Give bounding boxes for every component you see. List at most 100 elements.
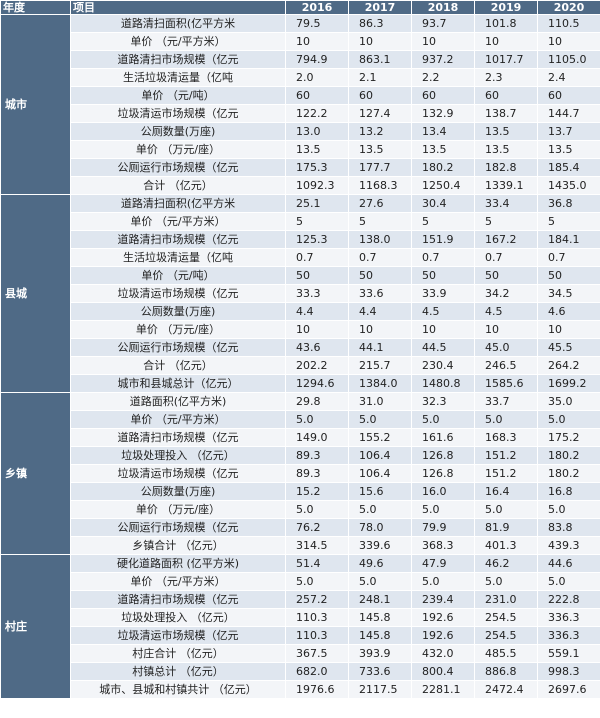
group-label: 村庄 — [0, 554, 71, 699]
value-cell: 2697.6 — [537, 680, 600, 699]
value-cell: 5.0 — [348, 410, 412, 429]
value-cell: 5.0 — [411, 500, 475, 519]
value-cell: 794.9 — [285, 50, 349, 69]
table-body: 城市 道路清扫面积(亿平方米 79.5 86.3 93.7 101.8 110.5 单价 （元… — [0, 14, 600, 699]
value-cell: 1339.1 — [474, 176, 538, 195]
value-cell: 138.7 — [474, 104, 538, 123]
value-cell: 33.4 — [474, 194, 538, 213]
value-cell: 25.1 — [285, 194, 349, 213]
table-row: 单价 （万元/座） 5.0 5.0 5.0 5.0 5.0 — [1, 500, 600, 519]
value-cell: 13.2 — [348, 122, 412, 141]
value-cell: 78.0 — [348, 518, 412, 537]
value-cell: 44.6 — [537, 554, 600, 573]
value-cell: 239.4 — [411, 590, 475, 609]
value-cell: 5 — [474, 212, 538, 231]
item-label: 城市、县城和村镇共计 （亿元） — [70, 680, 286, 699]
value-cell: 4.6 — [537, 302, 600, 321]
value-cell: 79.9 — [411, 518, 475, 537]
item-label: 合计 （亿元） — [70, 176, 286, 195]
value-cell: 2.3 — [474, 68, 538, 87]
item-label: 合计 （亿元） — [70, 356, 286, 375]
value-cell: 13.5 — [474, 122, 538, 141]
value-cell: 246.5 — [474, 356, 538, 375]
value-cell: 0.7 — [348, 248, 412, 267]
table-row: 单价 （元/平方米） 5.0 5.0 5.0 5.0 5.0 — [1, 572, 600, 591]
value-cell: 35.0 — [537, 392, 600, 411]
value-cell: 1168.3 — [348, 176, 412, 195]
value-cell: 10 — [411, 32, 475, 51]
value-cell: 161.6 — [411, 428, 475, 447]
value-cell: 34.2 — [474, 284, 538, 303]
table-row: 道路清扫市场规模（亿元 794.9 863.1 937.2 1017.7 1105.0 — [1, 50, 600, 69]
table-row: 垃圾清运市场规模（亿元 122.2 127.4 132.9 138.7 144.7 — [1, 104, 600, 123]
value-cell: 0.7 — [285, 248, 349, 267]
value-cell: 93.7 — [411, 14, 475, 33]
table-row: 单价 （元/吨） 60 60 60 60 60 — [1, 86, 600, 105]
item-label: 垃圾处理投入 （亿元） — [70, 446, 286, 465]
item-label: 乡镇合计 （亿元） — [70, 536, 286, 555]
item-label: 单价 （元/平方米） — [70, 410, 286, 429]
value-cell: 155.2 — [348, 428, 412, 447]
value-cell: 81.9 — [474, 518, 538, 537]
value-cell: 60 — [348, 86, 412, 105]
value-cell: 30.4 — [411, 194, 475, 213]
value-cell: 51.4 — [285, 554, 349, 573]
value-cell: 122.2 — [285, 104, 349, 123]
value-cell: 106.4 — [348, 446, 412, 465]
value-cell: 5.0 — [285, 410, 349, 429]
table-row: 村镇总计 （亿元） 682.0 733.6 800.4 886.8 998.3 — [1, 662, 600, 681]
value-cell: 180.2 — [537, 446, 600, 465]
item-label: 垃圾处理投入 （亿元） — [70, 608, 286, 627]
table-row: 公厕运行市场规模（亿元 175.3 177.7 180.2 182.8 185.4 — [1, 158, 600, 177]
value-cell: 151.2 — [474, 446, 538, 465]
value-cell: 44.1 — [348, 338, 412, 357]
value-cell: 50 — [348, 266, 412, 285]
value-cell: 47.9 — [411, 554, 475, 573]
item-label: 公厕运行市场规模（亿元 — [70, 158, 286, 177]
item-label: 垃圾清运市场规模（亿元 — [70, 284, 286, 303]
value-cell: 50 — [537, 266, 600, 285]
value-cell: 2.4 — [537, 68, 600, 87]
value-cell: 13.0 — [285, 122, 349, 141]
value-cell: 27.6 — [348, 194, 412, 213]
value-cell: 180.2 — [411, 158, 475, 177]
value-cell: 1092.3 — [285, 176, 349, 195]
item-label: 单价 （元/平方米） — [70, 572, 286, 591]
item-label: 村镇总计 （亿元） — [70, 662, 286, 681]
value-cell: 254.5 — [474, 608, 538, 627]
value-cell: 5.0 — [285, 572, 349, 591]
value-cell: 314.5 — [285, 536, 349, 555]
table-row: 村庄合计 （亿元） 367.5 393.9 432.0 485.5 559.1 — [1, 644, 600, 663]
table-row: 乡镇 道路面积(亿平方米) 29.8 31.0 32.3 33.7 35.0 — [0, 392, 600, 555]
value-cell: 106.4 — [348, 464, 412, 483]
table-row: 单价 （万元/座） 13.5 13.5 13.5 13.5 13.5 — [1, 140, 600, 159]
value-cell: 45.5 — [537, 338, 600, 357]
value-cell: 145.8 — [348, 626, 412, 645]
value-cell: 215.7 — [348, 356, 412, 375]
value-cell: 184.1 — [537, 230, 600, 249]
value-cell: 937.2 — [411, 50, 475, 69]
value-cell: 886.8 — [474, 662, 538, 681]
header-year-2020: 2020 — [537, 0, 600, 15]
group-label: 城市 — [0, 14, 71, 195]
value-cell: 339.6 — [348, 536, 412, 555]
group-label: 乡镇 — [0, 392, 71, 555]
value-cell: 168.3 — [474, 428, 538, 447]
value-cell: 5.0 — [537, 500, 600, 519]
value-cell: 33.9 — [411, 284, 475, 303]
value-cell: 31.0 — [348, 392, 412, 411]
value-cell: 2281.1 — [411, 680, 475, 699]
value-cell: 101.8 — [474, 14, 538, 33]
value-cell: 1976.6 — [285, 680, 349, 699]
value-cell: 50 — [411, 266, 475, 285]
table-row: 垃圾处理投入 （亿元） 89.3 106.4 126.8 151.2 180.2 — [1, 446, 600, 465]
value-cell: 559.1 — [537, 644, 600, 663]
value-cell: 230.4 — [411, 356, 475, 375]
value-cell: 401.3 — [474, 536, 538, 555]
value-cell: 10 — [474, 32, 538, 51]
value-cell: 4.5 — [411, 302, 475, 321]
value-cell: 13.5 — [411, 140, 475, 159]
header-row: 年度 项目 2016 2017 2018 2019 2020 — [0, 0, 600, 15]
value-cell: 175.2 — [537, 428, 600, 447]
value-cell: 439.3 — [537, 536, 600, 555]
